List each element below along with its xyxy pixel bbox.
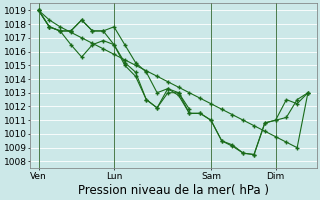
X-axis label: Pression niveau de la mer( hPa ): Pression niveau de la mer( hPa )	[78, 184, 269, 197]
